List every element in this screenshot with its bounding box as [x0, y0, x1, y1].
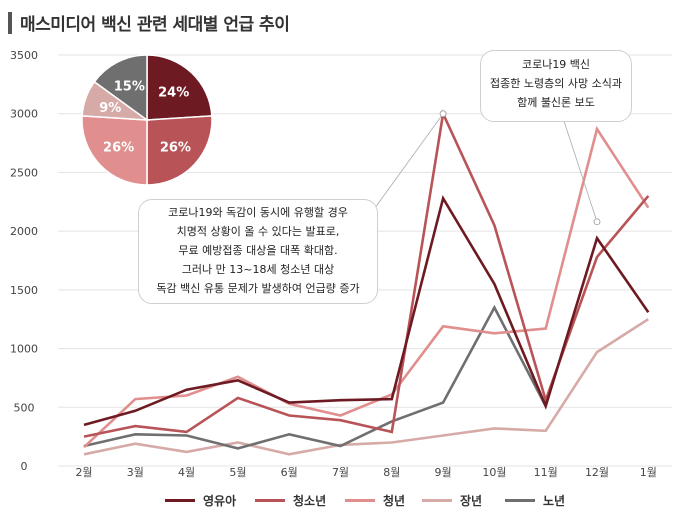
x-tick-label: 1월 — [640, 466, 657, 479]
callout-line: 독감 백신 유통 문제가 발생하여 언급량 증가 — [156, 282, 360, 295]
callout-line: 치명적 상황이 올 수 있다는 발표로, — [176, 225, 340, 238]
x-tick-label: 3월 — [127, 466, 144, 479]
callout-line: 함께 불신론 보도 — [517, 96, 595, 109]
y-tick-label: 1500 — [10, 284, 38, 297]
pie-slice-label: 15% — [114, 79, 145, 94]
series-line-청년 — [83, 125, 650, 449]
y-tick-label: 2500 — [10, 166, 38, 179]
callout-anchor-dot — [593, 218, 601, 226]
x-tick-label: 7월 — [332, 466, 349, 479]
y-tick-label: 2000 — [10, 225, 38, 238]
legend: 영유아 청소년 청년 장년 노년 — [0, 488, 700, 518]
legend-label: 장년 — [460, 493, 483, 508]
y-tick-label: 3000 — [10, 108, 38, 121]
y-tick-label: 1000 — [10, 343, 38, 356]
y-tick-label: 0 — [21, 460, 28, 473]
y-tick-label: 500 — [14, 401, 35, 414]
x-tick-label: 12월 — [585, 466, 609, 479]
pie-slice-label: 26% — [103, 141, 134, 156]
legend-swatch — [165, 498, 195, 502]
legend-item: 노년 — [505, 488, 565, 512]
legend-label: 노년 — [543, 493, 566, 508]
x-tick-label: 6월 — [281, 466, 298, 479]
x-tick-label: 9월 — [435, 466, 452, 479]
x-tick-label: 8월 — [383, 466, 400, 479]
y-tick-label: 3500 — [10, 49, 38, 62]
series-line-장년 — [83, 318, 650, 456]
legend-label: 영유아 — [203, 493, 237, 508]
legend-label: 청소년 — [293, 493, 327, 508]
callout-december: 코로나19 백신 접종한 노령층의 사망 소식과 함께 불신론 보도 — [480, 50, 632, 122]
chart-title: 매스미디어 백신 관련 세대별 언급 추이 — [20, 15, 290, 35]
x-tick-label: 10월 — [482, 466, 506, 479]
legend-item: 청소년 — [255, 488, 326, 512]
callout-line: 코로나19 백신 — [521, 58, 591, 71]
series-line-노년 — [83, 304, 547, 450]
legend-swatch — [255, 498, 285, 502]
legend-swatch — [345, 498, 375, 502]
x-tick-label: 5월 — [229, 466, 246, 479]
legend-label: 청년 — [383, 493, 406, 508]
pie-slice-label: 9% — [99, 101, 121, 116]
callout-pointer — [562, 117, 598, 222]
pie-slice — [146, 54, 213, 121]
callout-line: 그러나 만 13~18세 청소년 대상 — [181, 263, 335, 276]
x-tick-label: 2월 — [75, 466, 92, 479]
pie-slice-label: 26% — [160, 141, 191, 156]
pie-slice-label: 24% — [158, 86, 189, 101]
callout-line: 무료 예방접종 대상을 대폭 확대함. — [178, 244, 338, 257]
callout-line: 접종한 노령층의 사망 소식과 — [490, 77, 622, 90]
x-tick-label: 11월 — [534, 466, 558, 479]
series-line-영유아 — [83, 194, 650, 427]
pie-slice — [81, 115, 148, 186]
legend-item: 청년 — [345, 488, 405, 512]
callout-anchor-dot — [439, 110, 447, 118]
pie-slice — [93, 54, 148, 122]
title-marker — [8, 12, 12, 34]
callout-line: 코로나19와 독감이 동시에 유행할 경우 — [168, 206, 348, 219]
legend-item: 영유아 — [165, 488, 236, 512]
legend-item: 장년 — [422, 488, 482, 512]
callout-september: 코로나19와 독감이 동시에 유행할 경우 치명적 상황이 올 수 있다는 발표… — [138, 199, 378, 304]
x-tick-label: 4월 — [178, 466, 195, 479]
legend-swatch — [422, 498, 452, 502]
pie-slice — [146, 115, 213, 186]
legend-swatch — [505, 498, 535, 502]
